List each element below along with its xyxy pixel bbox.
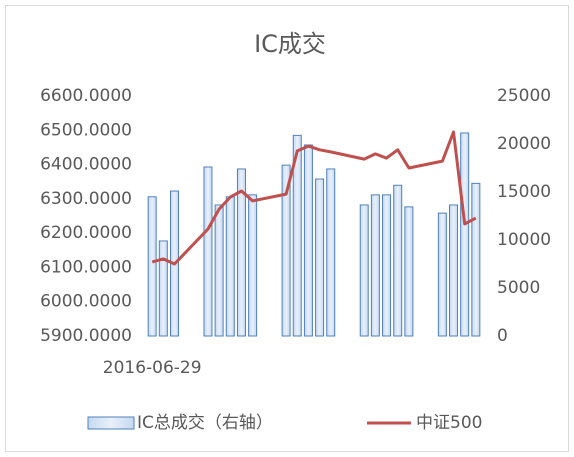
bar <box>292 134 302 337</box>
legend-label: IC总成交（右轴） <box>137 413 273 433</box>
y2-tick-label: 20000 <box>497 134 551 154</box>
y2-tick-label: 10000 <box>497 230 551 250</box>
y2-tick-label: 25000 <box>497 86 551 106</box>
y2-tick-label: 15000 <box>497 182 551 202</box>
bar <box>449 204 459 337</box>
bar <box>315 178 325 337</box>
bar <box>248 194 258 337</box>
bar <box>158 240 168 337</box>
bar <box>214 204 224 337</box>
bar <box>236 168 246 337</box>
y2-tick-label: 0 <box>497 326 508 346</box>
x-tick-label: 2016-06-29 <box>103 358 202 378</box>
y-tick-label: 6100.0000 <box>40 257 132 277</box>
bar <box>437 212 447 337</box>
y-tick-label: 5900.0000 <box>40 326 132 346</box>
bar <box>370 194 380 337</box>
y-tick-label: 6300.0000 <box>40 189 132 209</box>
y-tick-label: 6500.0000 <box>40 120 132 140</box>
bar <box>359 204 369 337</box>
line <box>151 130 477 266</box>
chart-title: IC成交 <box>254 30 326 58</box>
bar <box>404 206 414 337</box>
bar <box>147 196 157 337</box>
bar <box>225 196 235 337</box>
y-tick-label: 6400.0000 <box>40 155 132 175</box>
y2-tick-label: 5000 <box>497 278 540 298</box>
y-tick-label: 6200.0000 <box>40 223 132 243</box>
bar <box>393 184 403 337</box>
bar <box>281 164 291 337</box>
y-tick-label: 6000.0000 <box>40 292 132 312</box>
legend-label: 中证500 <box>416 413 482 433</box>
bar <box>471 182 481 337</box>
y-tick-label: 6600.0000 <box>40 86 132 106</box>
bar <box>382 194 392 337</box>
bar <box>203 166 213 337</box>
bar <box>303 144 313 337</box>
bar <box>460 132 470 337</box>
bar <box>326 168 336 337</box>
legend-swatch <box>87 416 135 430</box>
